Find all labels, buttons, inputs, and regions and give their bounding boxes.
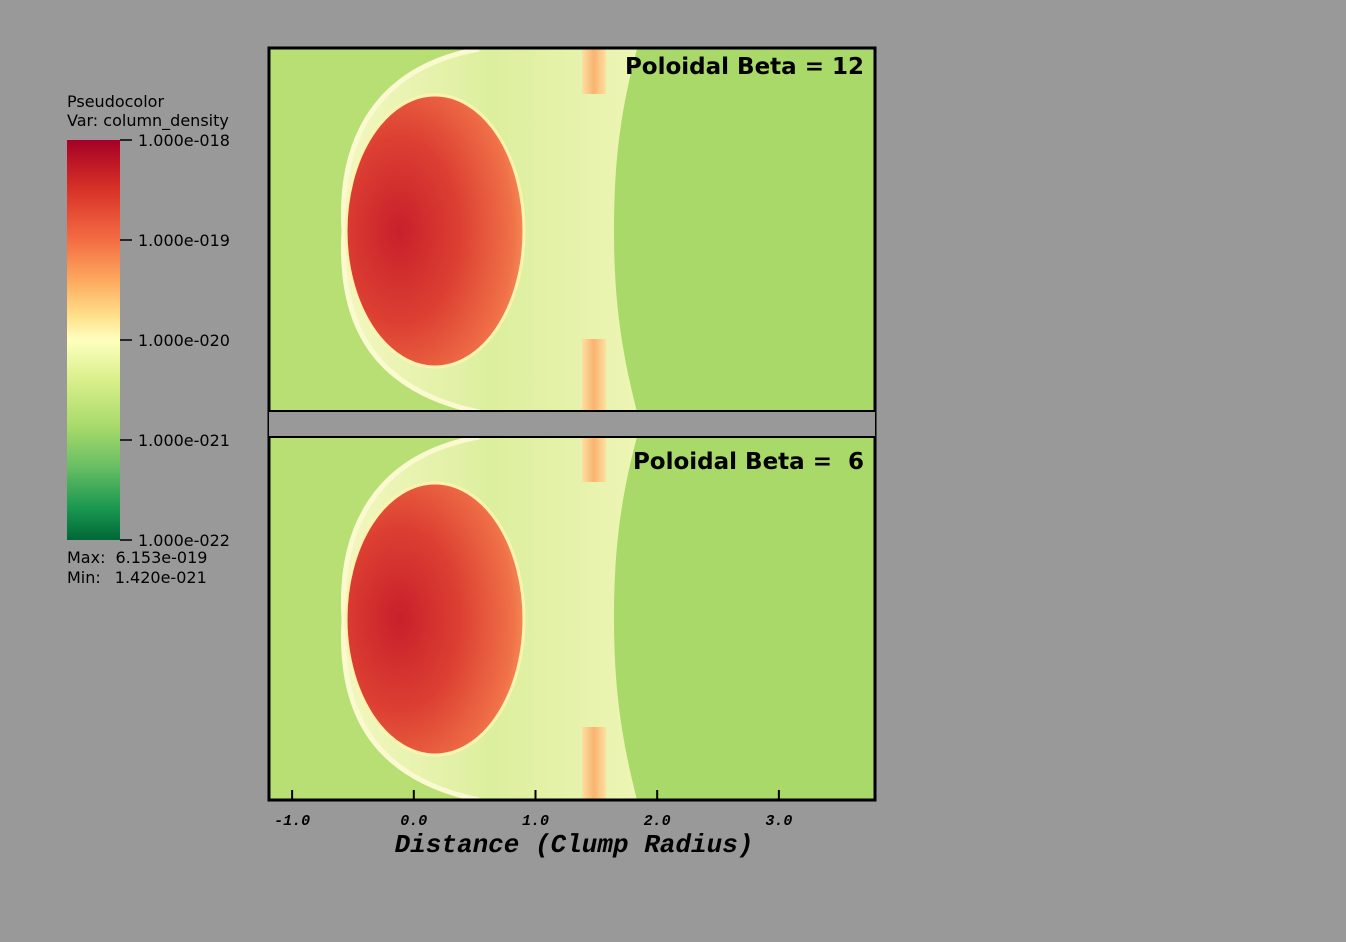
x-tick-label: 3.0	[765, 813, 792, 830]
colorbar-tick-label: 1.000e-019	[138, 231, 230, 250]
x-tick-label: 2.0	[644, 813, 671, 830]
colorbar-tick-label: 1.000e-018	[138, 131, 230, 150]
x-tick-label: 0.0	[400, 813, 427, 830]
panel-annotation: Poloidal Beta = 6	[633, 449, 864, 475]
legend-title: Pseudocolor	[67, 92, 164, 111]
field-image	[269, 437, 876, 800]
legend-min: Min: 1.420e-021	[67, 568, 207, 587]
max-caption: Max:	[67, 548, 105, 567]
min-value: 1.420e-021	[115, 568, 207, 587]
x-axis-label: Distance (Clump Radius)	[395, 830, 754, 860]
field-image	[269, 49, 876, 412]
x-tick-label: 1.0	[522, 813, 549, 830]
panel-annotation: Poloidal Beta = 12	[625, 54, 864, 80]
max-value: 6.153e-019	[115, 548, 207, 567]
panels: Poloidal Beta = 12 Poloidal Beta = 6	[269, 46, 876, 800]
colorbar	[67, 140, 120, 540]
x-tick-label: -1.0	[274, 813, 310, 830]
legend: Pseudocolor Var: column_density Max: 6.15…	[67, 92, 229, 587]
colorbar-tick-label: 1.000e-022	[138, 531, 230, 550]
legend-max: Max: 6.153e-019	[67, 548, 207, 567]
colorbar-tick-label: 1.000e-020	[138, 331, 230, 350]
min-caption: Min:	[67, 568, 101, 587]
legend-variable: Var: column_density	[67, 111, 229, 131]
colorbar-tick-label: 1.000e-021	[138, 431, 230, 450]
